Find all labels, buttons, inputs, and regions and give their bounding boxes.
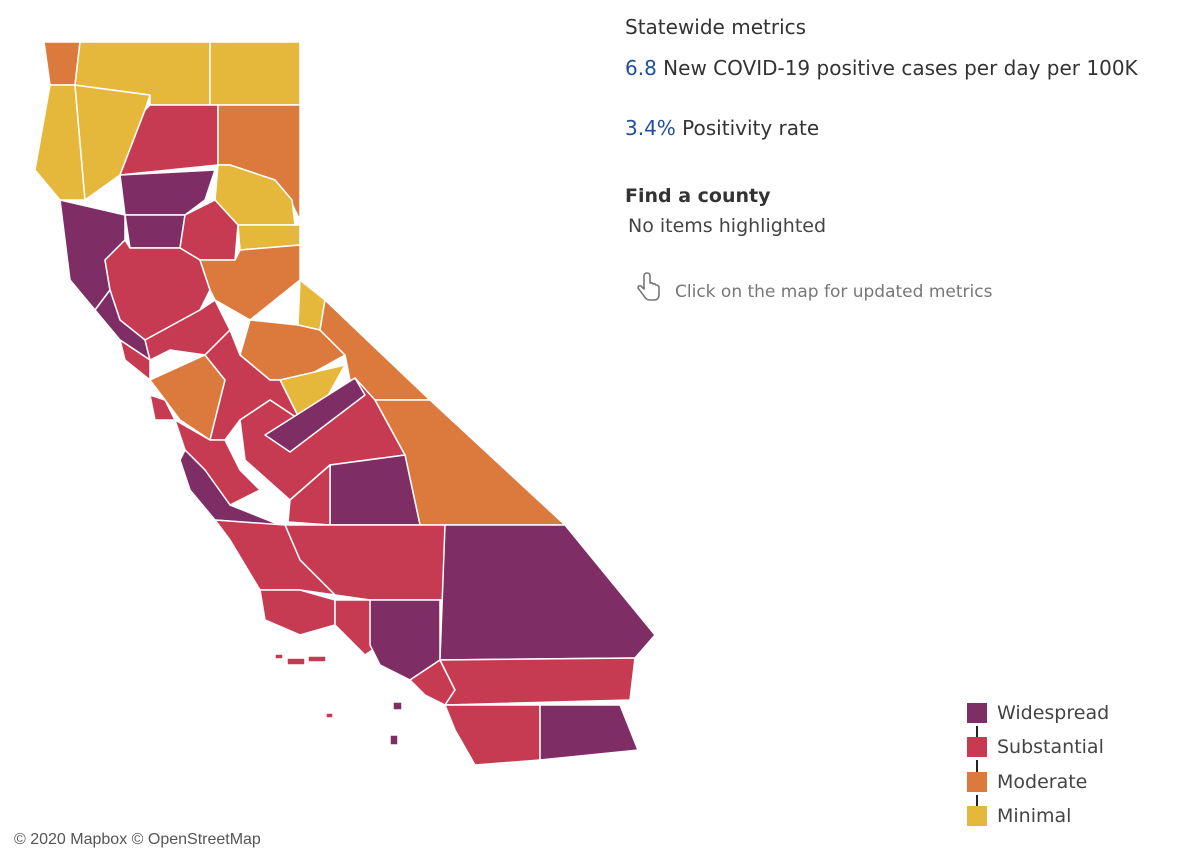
county[interactable] [214, 519, 336, 596]
legend-item[interactable]: Substantial [967, 736, 1104, 758]
legend-item[interactable]: Moderate [967, 771, 1087, 793]
hint: Click on the map for updated metrics [675, 282, 993, 302]
legend-label: Minimal [997, 804, 1072, 827]
metric: 6.8 New COVID-19 positive cases per day … [625, 56, 1138, 80]
legend-swatch [967, 771, 987, 792]
county[interactable] [444, 704, 541, 766]
metric-label: Positivity rate [682, 116, 820, 140]
legend-item[interactable]: Minimal [967, 805, 1071, 827]
county[interactable] [209, 41, 301, 106]
find-county-status[interactable]: No items highlighted [628, 215, 827, 237]
legend-connector [976, 794, 978, 807]
island [286, 657, 306, 666]
island [392, 701, 403, 711]
island [274, 653, 284, 660]
metrics-title: Statewide metrics [625, 15, 807, 39]
legend-label: Moderate [997, 770, 1088, 793]
county[interactable] [329, 454, 421, 526]
county[interactable] [439, 657, 636, 706]
county[interactable] [259, 589, 336, 636]
county[interactable] [539, 704, 639, 761]
metric-label: New COVID-19 positive cases per day per … [663, 56, 1138, 80]
attribution: © 2020 Mapbox © OpenStreetMap [14, 831, 261, 848]
county[interactable] [124, 214, 186, 249]
island [307, 655, 327, 663]
metric-value: 3.4% [625, 116, 676, 140]
legend-label: Widespread [997, 702, 1110, 724]
counties[interactable] [34, 41, 656, 766]
legend-swatch [967, 703, 987, 723]
county[interactable] [264, 377, 366, 453]
legend-swatch [967, 737, 987, 758]
legend-item[interactable]: Widespread [967, 702, 1109, 724]
legend-swatch [967, 805, 987, 826]
county-map[interactable] [0, 0, 700, 800]
find-county-title: Find a county [625, 185, 771, 207]
county[interactable] [43, 41, 81, 86]
county[interactable] [439, 524, 656, 661]
metric: 3.4% Positivity rate [625, 116, 819, 140]
island [389, 734, 399, 746]
county[interactable] [119, 169, 216, 216]
legend-label: Substantial [997, 736, 1104, 759]
county[interactable] [34, 84, 86, 201]
legend-connector [976, 726, 978, 738]
metric-value: 6.8 [625, 56, 657, 80]
legend-connector [976, 760, 978, 773]
county[interactable] [119, 104, 219, 176]
island [325, 712, 334, 719]
hand-icon [637, 272, 660, 301]
